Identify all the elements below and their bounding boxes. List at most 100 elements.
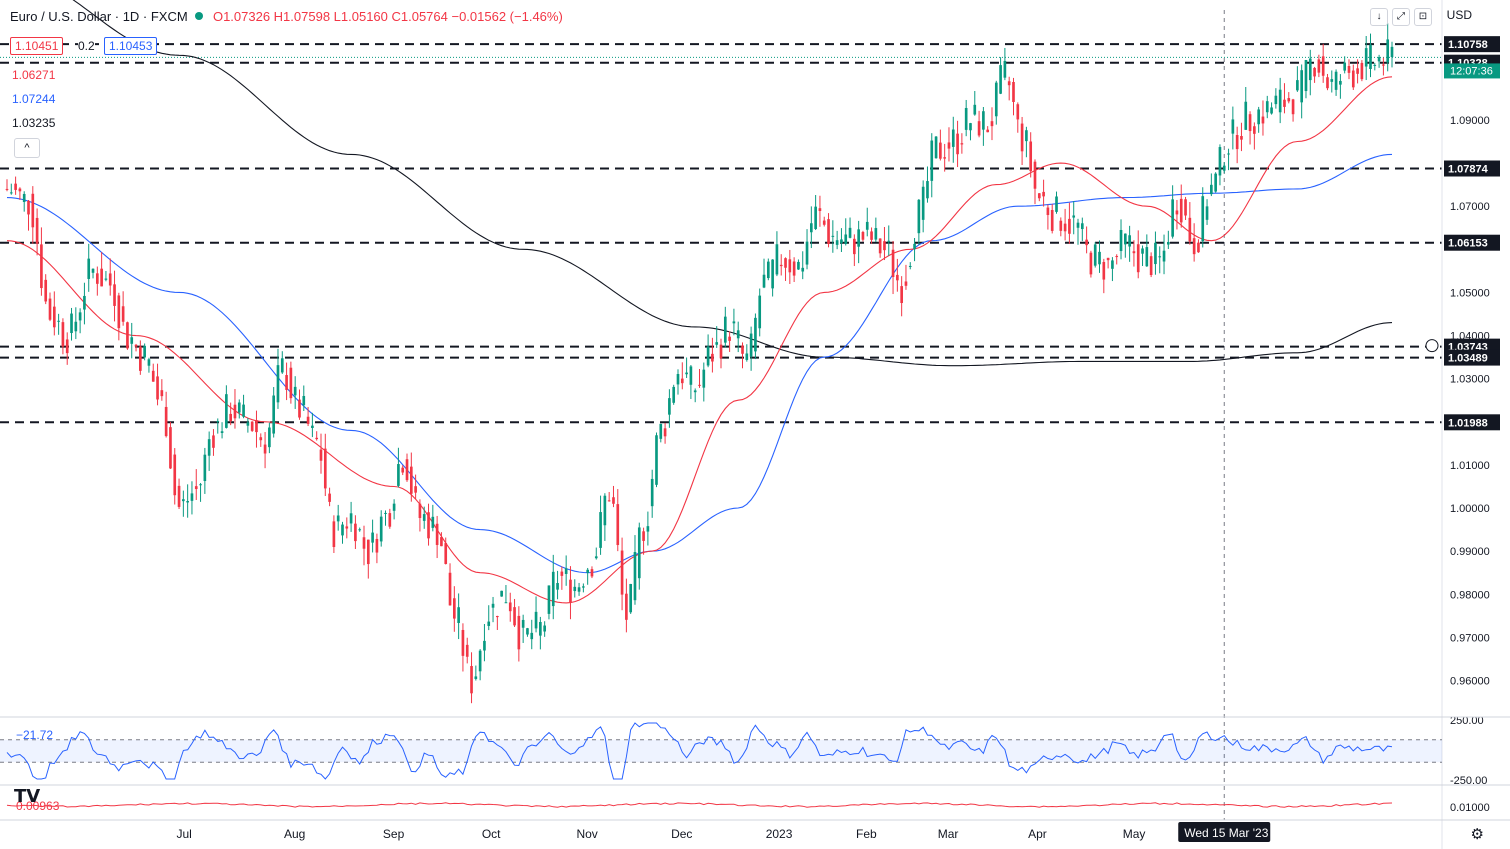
candle-body	[853, 238, 856, 255]
candle-body	[496, 615, 499, 618]
add-alert-icon[interactable]	[1425, 339, 1439, 353]
candle-body	[930, 140, 934, 181]
candle-body	[78, 312, 82, 321]
candle-body	[151, 370, 155, 382]
candle-body	[1188, 217, 1192, 242]
candle-body	[543, 625, 546, 632]
candle-body	[1003, 60, 1007, 78]
level-label-bg	[1444, 234, 1500, 251]
candle-body	[693, 390, 697, 393]
candle-body	[242, 404, 245, 417]
candle-body	[827, 219, 830, 244]
time-axis-label: Dec	[671, 827, 692, 841]
candle-body	[44, 279, 48, 302]
candle-body	[1149, 256, 1153, 276]
candle-body	[1076, 222, 1080, 228]
candle-body	[371, 532, 374, 543]
candle-body	[951, 129, 955, 147]
cci-band	[0, 739, 1442, 763]
time-axis-label: Feb	[856, 827, 877, 841]
candle-body	[229, 413, 232, 422]
candle-body	[612, 497, 615, 504]
candle-body	[1158, 256, 1162, 258]
candle-body	[1326, 77, 1329, 89]
price-tick-label: 1.09000	[1450, 115, 1490, 127]
chart-header: Euro / U.S. Dollar · 1D · FXCM O1.07326 …	[10, 9, 563, 24]
time-axis-label: Aug	[284, 827, 305, 841]
candle-body	[1037, 193, 1041, 199]
candle-body	[207, 439, 211, 456]
candle-body	[345, 526, 349, 529]
candle-body	[715, 342, 719, 345]
candle-body	[835, 240, 839, 245]
candle-body	[973, 104, 977, 115]
candle-body	[943, 157, 947, 159]
candle-body	[276, 365, 280, 403]
candle-body	[848, 227, 852, 238]
candle-body	[1321, 56, 1325, 76]
cci-value: −21.72	[16, 728, 54, 742]
candle-body	[921, 186, 925, 220]
candle-body	[401, 467, 405, 473]
pane-toolbar: ↓ ⤢ ⊡	[1370, 8, 1432, 26]
candle-body	[1339, 80, 1342, 85]
candle-body	[14, 183, 17, 190]
candle-body	[500, 590, 503, 597]
candle-body	[1128, 235, 1131, 247]
collapse-legend-button[interactable]: ^	[14, 138, 40, 158]
candle-body	[689, 366, 693, 385]
candle-body	[52, 306, 56, 328]
settings-gear-icon[interactable]: ⚙	[1470, 826, 1484, 843]
candle-body	[422, 514, 426, 521]
candle-body	[539, 622, 542, 636]
candle-body	[1205, 206, 1209, 220]
candle-body	[1300, 70, 1304, 103]
candle-body	[534, 611, 538, 629]
candle-body	[1291, 99, 1295, 115]
move-down-icon[interactable]: ↓	[1370, 8, 1388, 26]
candle-body	[435, 523, 439, 545]
candle-body	[1068, 218, 1071, 234]
symbol-title[interactable]: Euro / U.S. Dollar · 1D · FXCM	[10, 9, 188, 24]
candle-body	[388, 513, 392, 527]
candle-body	[1265, 101, 1269, 113]
market-status-icon	[195, 12, 204, 20]
candle-body	[113, 284, 116, 306]
candle-body	[358, 529, 362, 531]
candle-body	[487, 621, 491, 626]
level-label-bg	[1444, 160, 1500, 177]
candle-body	[1330, 79, 1334, 82]
candle-body	[982, 111, 985, 130]
candle-body	[1373, 64, 1377, 66]
candle-body	[302, 395, 306, 406]
candle-body	[470, 666, 473, 694]
candle-body	[844, 234, 848, 244]
fullscreen-icon[interactable]: ⤢	[1392, 8, 1410, 26]
candle-body	[1072, 215, 1076, 218]
candle-body	[766, 261, 770, 279]
candle-body	[427, 512, 430, 539]
screenshot-icon[interactable]: ⊡	[1414, 8, 1432, 26]
candle-body	[547, 585, 551, 614]
candle-body	[1012, 81, 1015, 102]
ma-blue-line	[6, 153, 1393, 574]
candle-body	[1154, 242, 1157, 265]
candle-body	[362, 537, 366, 549]
candle-body	[323, 448, 327, 489]
candle-body	[607, 500, 611, 502]
time-axis-label: Nov	[576, 827, 597, 841]
candle-body	[900, 286, 903, 304]
tradingview-logo[interactable]: TV	[14, 786, 41, 807]
candle-body	[508, 602, 512, 612]
candles	[5, 23, 1394, 704]
price-tick-label: 0.97000	[1450, 632, 1490, 644]
candle-body	[521, 619, 525, 628]
candle-body	[891, 249, 895, 277]
candle-body	[1171, 199, 1174, 237]
candle-body	[336, 515, 340, 522]
candle-body	[478, 650, 482, 672]
candle-body	[332, 521, 336, 548]
currency-label[interactable]: USD	[1442, 7, 1476, 23]
candle-body	[1287, 98, 1291, 102]
